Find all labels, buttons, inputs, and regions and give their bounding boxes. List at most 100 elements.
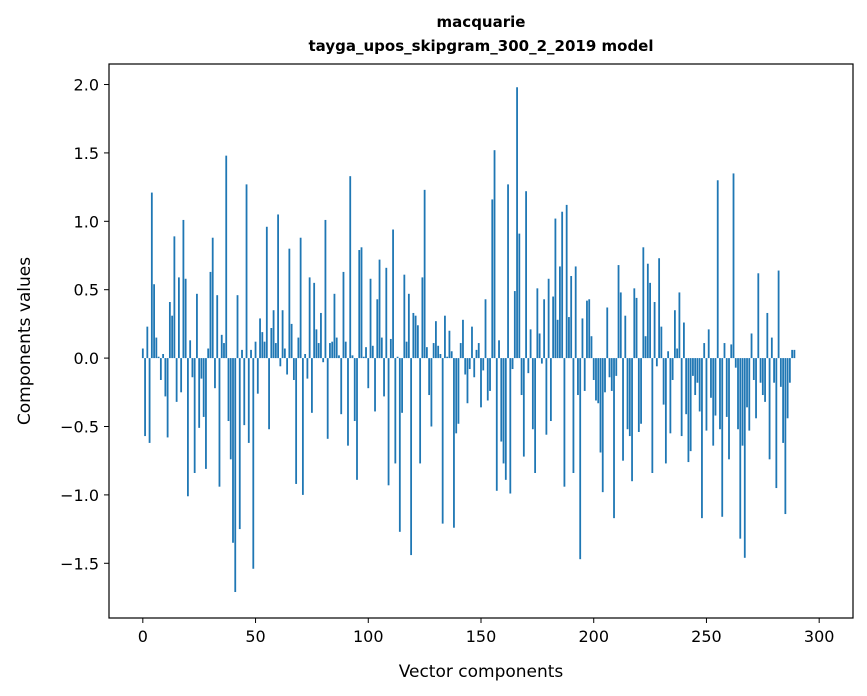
bar-209: [613, 358, 615, 519]
bar-217: [631, 358, 633, 482]
bar-94: [353, 358, 356, 422]
bar-95: [356, 358, 358, 480]
bar-113: [396, 356, 399, 359]
bar-181: [549, 358, 552, 422]
bar-250: [705, 358, 708, 431]
bar-55: [265, 226, 268, 359]
bar-57: [270, 328, 273, 359]
bar-169: [522, 358, 525, 457]
bar-220: [637, 358, 640, 432]
bar-50: [254, 341, 257, 359]
bar-2: [146, 326, 149, 359]
bar-40: [232, 358, 234, 543]
bar-254: [714, 358, 717, 416]
bar-122: [416, 325, 419, 359]
bar-219: [635, 297, 638, 359]
bar-45: [243, 358, 246, 426]
bar-198: [588, 299, 591, 359]
bar-261: [730, 344, 733, 359]
bar-176: [538, 333, 541, 359]
bar-266: [741, 358, 744, 446]
bar-21: [189, 340, 192, 359]
plot-area-frame: [108, 63, 854, 619]
bar-268: [746, 358, 748, 408]
y-tick-label-3: 0.0: [74, 349, 99, 368]
bar-93: [351, 355, 354, 359]
bar-6: [155, 337, 158, 359]
bar-207: [608, 358, 611, 378]
bar-133: [441, 358, 444, 524]
bar-223: [644, 336, 647, 359]
bar-83: [329, 343, 331, 359]
bar-47: [247, 358, 250, 443]
bar-202: [597, 358, 600, 404]
bar-71: [301, 358, 304, 495]
bar-236: [673, 310, 676, 359]
bar-229: [658, 258, 661, 359]
bar-81: [324, 219, 327, 359]
bar-110: [389, 338, 392, 359]
bar-173: [531, 358, 534, 430]
y-tick-label-4: 0.5: [74, 281, 99, 300]
y-axis-label: Components values: [15, 257, 35, 425]
bar-230: [660, 326, 663, 359]
bar-194: [579, 358, 582, 560]
bar-139: [455, 358, 458, 434]
bar-54: [263, 341, 266, 359]
bar-56: [268, 358, 270, 430]
bar-67: [292, 358, 295, 380]
bar-193: [577, 358, 579, 396]
bar-164: [511, 358, 514, 370]
bar-211: [617, 265, 620, 359]
bar-125: [423, 189, 426, 359]
bar-174: [534, 358, 537, 473]
bar-108: [385, 267, 388, 359]
bar-64: [286, 358, 289, 375]
bar-274: [759, 358, 762, 383]
bar-178: [543, 299, 546, 359]
bar-201: [595, 358, 597, 401]
bar-146: [471, 326, 473, 359]
bar-119: [410, 358, 413, 556]
bar-195: [581, 318, 584, 359]
bar-245: [694, 358, 697, 396]
bar-124: [421, 277, 424, 359]
bar-44: [241, 349, 243, 359]
bar-36: [223, 343, 225, 359]
bar-206: [606, 307, 609, 359]
bar-140: [457, 358, 460, 424]
bar-29: [207, 348, 210, 359]
bar-111: [392, 229, 394, 359]
bar-225: [649, 282, 651, 359]
bar-265: [739, 358, 742, 539]
bar-59: [274, 343, 277, 359]
bar-153: [486, 358, 489, 401]
bar-233: [667, 351, 670, 359]
bar-48: [250, 349, 252, 359]
bar-46: [245, 184, 248, 359]
bar-148: [475, 349, 478, 359]
bar-91: [347, 358, 349, 446]
bar-136: [448, 330, 451, 359]
bar-289: [793, 349, 796, 359]
bar-218: [633, 288, 636, 359]
x-axis-label: Vector components: [399, 662, 564, 682]
bar-259: [725, 358, 728, 417]
bar-180: [547, 278, 550, 359]
bar-238: [678, 292, 681, 359]
bar-73: [306, 358, 309, 379]
bar-278: [768, 358, 771, 460]
bar-86: [335, 337, 338, 359]
bar-285: [784, 358, 787, 515]
bar-248: [701, 358, 703, 519]
bar-234: [669, 358, 672, 434]
bar-33: [216, 295, 219, 359]
bar-247: [698, 358, 701, 412]
bar-51: [256, 358, 259, 394]
bar-172: [529, 329, 532, 359]
bar-30: [209, 271, 212, 359]
y-tick-label-1: −1.0: [60, 486, 99, 505]
bar-18: [182, 219, 185, 359]
bar-199: [590, 336, 593, 359]
bar-216: [628, 358, 631, 437]
